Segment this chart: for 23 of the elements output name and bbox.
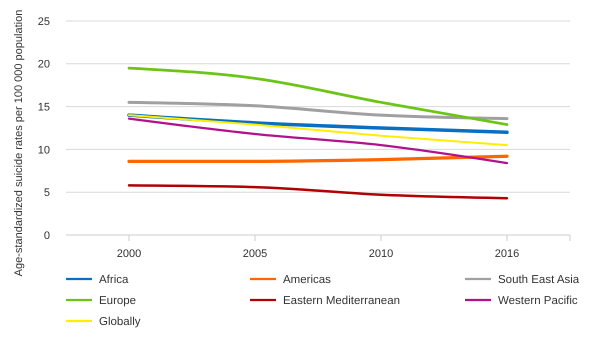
legend-label: Globally [99,316,141,328]
legend-label: Americas [283,274,332,286]
x-tick-label: 2005 [242,248,268,260]
y-tick-label: 20 [38,58,50,71]
legend-label: South East Asia [498,274,580,286]
y-tick-label: 0 [44,230,50,242]
line-series [128,117,508,164]
line-series [128,184,508,200]
x-tick-label: 2010 [368,248,394,260]
x-tick-label: 2000 [116,248,142,260]
y-tick-label: 15 [38,101,50,114]
y-axis-title: Age-standardized suicide rates per 100 000 population [13,10,25,276]
legend-label: Western Pacific [498,295,578,308]
legend-label: Eastern Mediterranean [283,295,400,308]
line-series [128,114,508,146]
legend-label: Africa [99,274,129,286]
y-tick-label: 10 [38,144,50,156]
y-tick-label: 5 [44,187,50,200]
x-tick-label: 2016 [494,248,520,260]
legend-label: Europe [99,295,136,308]
line-series [128,66,508,126]
line-series [128,100,508,120]
y-tick-label: 25 [38,16,50,28]
